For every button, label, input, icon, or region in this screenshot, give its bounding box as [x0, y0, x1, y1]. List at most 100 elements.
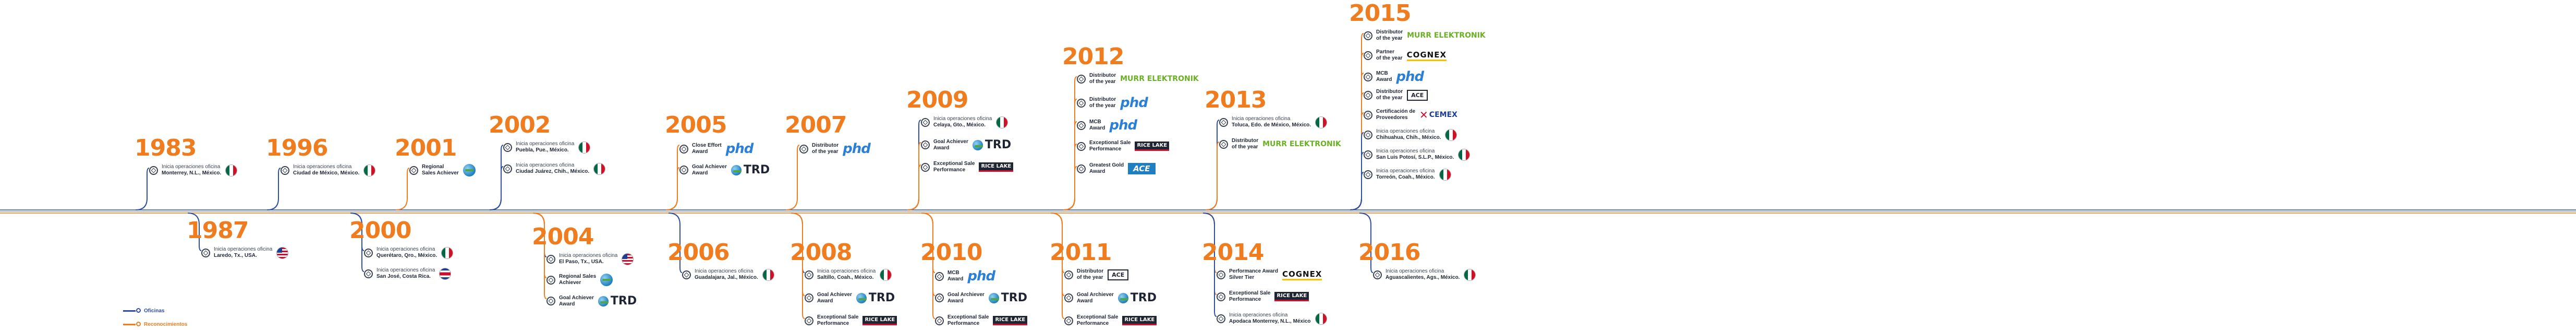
event-2000-2: Inicia operaciones oficina San José, Cost… — [364, 267, 452, 280]
event-line-2: Laredo, Tx., USA. — [214, 253, 257, 258]
cemex-logo-text: CEMEX — [1429, 111, 1457, 119]
event-2008-3: Exceptional Sale Performance RICE LAKE — [805, 314, 897, 327]
murr-logo: MURR ELEKTRONIK — [1120, 75, 1199, 82]
event-line-1: Inicia operaciones oficina — [1386, 268, 1444, 274]
event-line-1: Close Effort — [692, 143, 722, 148]
event-line-1: Inicia operaciones oficina — [516, 141, 575, 147]
event-2012-5: Greatest Gold Award ACE — [1077, 162, 1156, 175]
event-2008-1: Inicia operaciones oficina Saltillo, Coah… — [805, 268, 892, 281]
event-line-1: Inicia operaciones oficina — [516, 162, 575, 168]
timeline-bullet-icon — [921, 162, 930, 172]
event-text: Inicia operaciones oficina Monterrey, N.L… — [162, 164, 221, 176]
event-text: Inicia operaciones oficina Celaya, Gto., … — [933, 116, 992, 128]
timeline-bullet-icon — [409, 166, 418, 175]
event-line-1: Goal Archiever — [1077, 291, 1114, 298]
timeline-bullet-icon — [935, 293, 944, 302]
murr-logo: MURR ELEKTRONIK — [1407, 32, 1486, 39]
event-2011-1: Distributor of the year ACE — [1064, 268, 1129, 281]
timeline-bullet-icon — [281, 166, 289, 175]
event-text: Inicia operaciones oficina Aguascalientes… — [1386, 268, 1460, 281]
ace2-logo-text: ACE — [1411, 91, 1424, 99]
event-text: Inicia operaciones oficina El Paso, Tx., … — [559, 253, 617, 265]
event-line-1: Inicia operaciones oficina — [1376, 168, 1435, 174]
event-text: MCB Award — [1089, 119, 1105, 132]
mexico-flag-icon — [762, 268, 774, 281]
event-text: Exceptional Sale Performance — [1229, 290, 1270, 303]
event-line-2: Performance — [1077, 321, 1109, 326]
event-2010-2: Goal Archiever Award TRD — [935, 291, 1027, 304]
event-text: Exceptional Sale Performance — [817, 314, 858, 327]
event-1996-1: Inicia operaciones oficina Ciudad de Méxi… — [281, 164, 376, 176]
event-2004-1: Inicia operaciones oficina El Paso, Tx., … — [546, 253, 634, 265]
event-text: Distributor of the year — [1077, 268, 1103, 281]
event-line-1: Goal Achiever — [692, 163, 727, 170]
event-2009-1: Inicia operaciones oficina Celaya, Gto., … — [921, 116, 1008, 128]
year-1996: 1996 — [266, 135, 328, 161]
event-line-2: Apodaca Monterrey, N.L., México — [1229, 319, 1311, 324]
event-line-2: Celaya, Gto., México. — [933, 122, 986, 128]
phd-logo: phd — [843, 141, 871, 157]
event-text: Goal Archiever Award — [1077, 292, 1114, 304]
year-2002: 2002 — [489, 112, 551, 138]
connector-line — [266, 168, 281, 210]
timeline-bullet-icon — [921, 140, 930, 149]
trd-logo-text: TRD — [1001, 291, 1027, 304]
event-line-1: Goal Archiever — [947, 291, 985, 298]
mexico-flag-icon — [1315, 116, 1328, 128]
timeline-bullet-icon — [1077, 121, 1086, 130]
rl-logo-text: RICE LAKE — [995, 317, 1026, 323]
event-text: Inicia operaciones oficina Ciudad de Méxi… — [293, 164, 359, 176]
event-text: Inicia operaciones oficina San José, Cost… — [376, 267, 435, 280]
timeline-bullet-icon — [1364, 90, 1372, 100]
event-line-2: Award — [1089, 169, 1105, 174]
event-text: Distributor of the year — [1089, 97, 1116, 109]
event-line-1: Distributor — [812, 143, 839, 148]
event-2012-2: Distributor of the year phd — [1077, 95, 1148, 111]
event-2014-3: Inicia operaciones oficina Apodaca Monter… — [1217, 312, 1327, 325]
event-text: Inicia operaciones oficina Torreón, Coah.… — [1376, 168, 1435, 181]
event-2002-1: Inicia operaciones oficina Puebla, Pue., … — [503, 141, 591, 154]
event-2014-1: Performance Award Silver Tier COGNEX — [1217, 268, 1322, 281]
event-line-2: Chihuahua, Chih., México. — [1376, 135, 1441, 140]
event-line-2: Torreón, Coah., México. — [1376, 174, 1435, 180]
event-text: Regional Sales Achiever — [422, 164, 459, 176]
event-line-2: Aguascalientes, Ags., México. — [1386, 275, 1460, 280]
event-text: Inicia operaciones oficina Laredo, Tx., U… — [214, 246, 272, 259]
cognex-logo-text: COGNEX — [1282, 269, 1322, 279]
rl-logo-text: RICE LAKE — [1277, 293, 1307, 299]
timeline-bullet-icon — [1064, 316, 1073, 325]
event-line-1: Distributor — [1089, 97, 1116, 102]
year-2009: 2009 — [906, 87, 968, 113]
event-line-1: Distributor — [1089, 73, 1116, 78]
timeline-bullet-icon — [1219, 117, 1228, 127]
timeline-bullet-icon — [1064, 293, 1073, 302]
event-text: Goal Achiever Award — [933, 139, 968, 151]
rl-logo: RICE LAKE — [1135, 142, 1170, 151]
connector-line — [135, 168, 150, 210]
mexico-flag-icon — [1464, 268, 1476, 281]
event-line-2: Award — [933, 145, 950, 151]
event-text: Distributor of the year — [1376, 29, 1403, 42]
event-line-1: Exceptional Sale — [947, 314, 989, 320]
mexico-flag-icon — [1315, 312, 1327, 325]
event-line-2: Performance — [933, 167, 966, 173]
event-2004-3: Goal Achiever Award TRD — [546, 294, 637, 308]
year-2005: 2005 — [665, 112, 727, 138]
timeline-bullet-icon — [1364, 130, 1372, 139]
trd-logo-text: TRD — [868, 291, 895, 304]
event-2013-2: Distributor of the year MURR ELEKTRONIK — [1219, 138, 1341, 150]
event-text: Distributor of the year — [1232, 138, 1258, 150]
event-text: Goal Archiever Award — [947, 292, 985, 304]
timeline-bullet-icon — [546, 297, 555, 305]
event-1987-1: Inicia operaciones oficina Laredo, Tx., U… — [201, 246, 289, 259]
year-2013: 2013 — [1205, 87, 1267, 113]
year-2006: 2006 — [667, 239, 730, 266]
event-text: Inicia operaciones oficina Apodaca Monter… — [1229, 312, 1311, 325]
event-text: Inicia operaciones oficina Querétaro, Qro… — [376, 246, 437, 259]
event-2006-1: Inicia operaciones oficina Guadalajara, J… — [682, 268, 774, 281]
legend-oficinas: Oficinas — [123, 308, 164, 314]
timeline-bullet-icon — [503, 143, 512, 152]
event-line-2: Performance — [947, 321, 980, 326]
event-line-1: Exceptional Sale — [1077, 314, 1119, 320]
event-line-2: Silver Tier — [1229, 275, 1255, 280]
